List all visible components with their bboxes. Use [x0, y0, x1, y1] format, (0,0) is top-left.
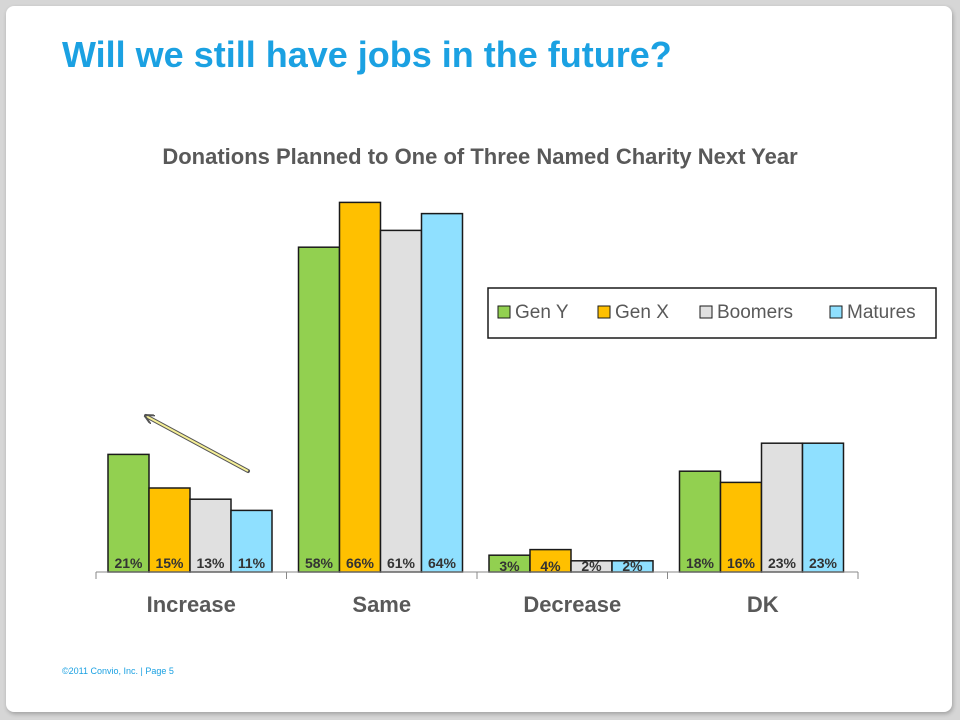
x-tick-label-increase: Increase: [147, 592, 236, 617]
bar-gen-x-same: [338, 201, 382, 573]
annotation-arrow: [146, 416, 250, 473]
bar-matures-dk: [801, 442, 845, 573]
data-label-boomers-same: 61%: [387, 555, 416, 571]
data-label-matures-decrease: 2%: [622, 558, 643, 574]
x-tick-label-same: Same: [352, 592, 411, 617]
bar-gen-y-same: [297, 246, 341, 573]
x-tick-label-decrease: Decrease: [523, 592, 621, 617]
legend-swatch-matures: [829, 305, 843, 319]
data-label-boomers-increase: 13%: [196, 555, 225, 571]
legend-label-gen-x: Gen X: [615, 302, 669, 323]
data-label-gen-y-same: 58%: [305, 555, 334, 571]
data-label-matures-same: 64%: [428, 555, 457, 571]
slide-title: Will we still have jobs in the future?: [62, 34, 672, 75]
data-label-gen-y-increase: 21%: [114, 555, 143, 571]
data-label-gen-x-increase: 15%: [155, 555, 184, 571]
slide: [6, 6, 952, 712]
data-labels-group: 21% 15% 13% 11% 58% 66% 61% 64% 3% 4% 2% 2% 18% 16% 23…: [114, 555, 837, 574]
x-axis: Increase Same Decrease DK: [95, 571, 859, 617]
legend: Gen Y Gen X Boomers Matures: [487, 287, 937, 339]
legend-swatch-gen-x: [597, 305, 611, 319]
data-label-gen-y-dk: 18%: [686, 555, 715, 571]
data-label-gen-y-decrease: 3%: [499, 558, 520, 574]
data-label-matures-increase: 11%: [238, 555, 266, 571]
data-label-gen-x-decrease: 4%: [540, 558, 561, 574]
bar-gen-y-dk: [678, 470, 722, 573]
bar-matures-same: [420, 212, 464, 573]
data-label-gen-x-dk: 16%: [727, 555, 756, 571]
bar-gen-x-dk: [719, 481, 763, 573]
footer-text: ©2011 Convio, Inc. | Page 5: [62, 666, 174, 676]
legend-swatch-boomers: [699, 305, 713, 319]
x-tick-label-dk: DK: [747, 592, 779, 617]
data-label-boomers-dk: 23%: [768, 555, 797, 571]
data-label-boomers-decrease: 2%: [581, 558, 602, 574]
bar-boomers-same: [379, 229, 423, 573]
data-label-matures-dk: 23%: [809, 555, 838, 571]
data-label-gen-x-same: 66%: [346, 555, 375, 571]
legend-label-gen-y: Gen Y: [515, 302, 569, 323]
bars-group: [107, 201, 845, 573]
legend-swatch-gen-y: [497, 305, 511, 319]
bar-boomers-dk: [760, 442, 804, 573]
arrow-line: [146, 416, 249, 472]
chart-title: Donations Planned to One of Three Named …: [162, 144, 798, 169]
legend-label-matures: Matures: [847, 302, 916, 323]
legend-label-boomers: Boomers: [717, 302, 793, 323]
